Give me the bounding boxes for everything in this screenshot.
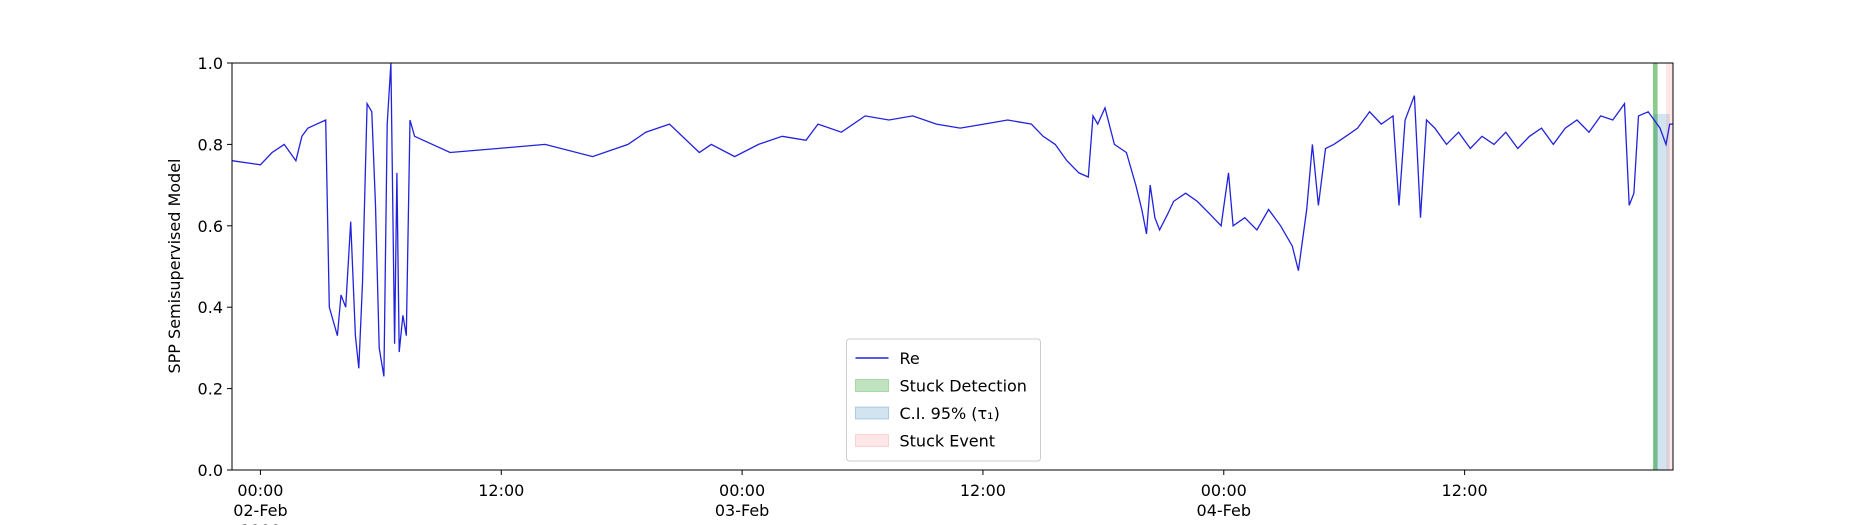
x-tick-label: 12:00 [478,481,524,500]
x-tick-label-line: 1900 [240,521,281,525]
axes-frame [231,62,1674,471]
x-tick-label-line: 00:00 [1201,481,1247,500]
y-tick-label: 0.6 [198,217,223,236]
y-tick-label: 0.4 [198,298,223,317]
legend-swatch [855,434,889,447]
x-tick-label: 00:00 03-Feb [715,481,769,520]
y-tick-label: 0.0 [198,461,223,480]
y-axis-label: SPP Semisupervised Model [165,159,184,374]
x-tick-label: 12:00 [1442,481,1488,500]
legend-label: Re [900,349,920,368]
legend-label: Stuck Event [900,432,996,451]
x-tick-label-line: 12:00 [1442,481,1488,500]
y-tick-label: 0.8 [198,135,223,154]
legend-swatch [855,406,889,420]
x-tick-label-line: 00:00 [719,481,765,500]
x-tick-label-line: 03-Feb [715,501,769,520]
x-tick-label: 00:00 04-Feb [1197,481,1251,520]
x-tick-label-line: 12:00 [478,481,524,500]
span [1665,63,1673,470]
y-tick-label: 1.0 [198,54,223,73]
y-tick-label: 0.2 [198,380,223,399]
legend-box [846,338,1041,462]
legend-swatch [855,379,889,392]
span [1652,63,1658,470]
x-tick-label-line: 12:00 [960,481,1006,500]
x-tick-label-line: 02-Feb [233,501,287,520]
span [1653,113,1670,470]
x-tick-label-line: 04-Feb [1197,501,1251,520]
line [231,62,1673,377]
legend-label: Stuck Detection [900,377,1027,396]
legend-label: C.I. 95% (τ₁) [900,404,1000,423]
x-tick-label: 12:00 [960,481,1006,500]
x-tick-label-line: 00:00 [237,481,283,500]
